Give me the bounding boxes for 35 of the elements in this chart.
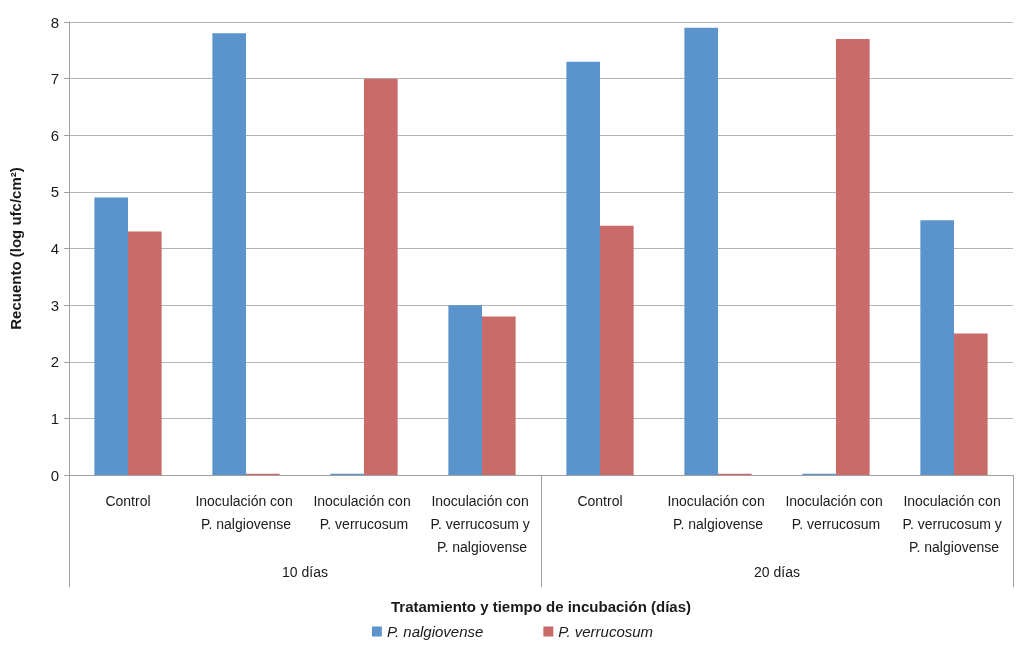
y-tick-label: 3 <box>50 296 59 314</box>
y-tick-label: 1 <box>50 409 59 427</box>
y-tick-label: 8 <box>50 13 59 31</box>
bar <box>566 61 600 475</box>
y-axis-title: Recuento (log ufc/cm²) <box>7 167 24 330</box>
legend-label: P. verrucosum <box>558 623 654 640</box>
x-tick-label: Inoculación con P. nalgiovense <box>667 492 769 532</box>
bar <box>212 33 246 475</box>
text: 10 días <box>282 564 328 580</box>
bar <box>684 27 718 475</box>
x-tick-label: Control <box>577 492 623 509</box>
bar <box>600 225 634 475</box>
y-tick-label: 0 <box>50 466 59 484</box>
bar <box>128 231 162 475</box>
x-tick-label: Control <box>105 492 151 509</box>
bar <box>94 197 128 475</box>
x-tick-label: Inoculación con P. verrucosum <box>785 492 887 532</box>
text: 20 días <box>754 564 800 580</box>
x-tick-label: Inoculación con P. verrucosum <box>313 492 415 532</box>
x-tick-label: Inoculación con P. verrucosum y P. nalgiovense <box>430 492 534 555</box>
bar <box>954 333 988 475</box>
y-tick-label: 6 <box>50 126 59 144</box>
bar <box>836 38 870 475</box>
x-axis-title: Tratamiento y tiempo de incubación (días) <box>390 598 692 615</box>
y-tick-label: 4 <box>50 240 59 257</box>
bar <box>448 305 482 475</box>
x-tick-label: Inoculación con P. nalgiovense <box>195 492 297 532</box>
bar <box>920 220 954 475</box>
x-tick-label: Inoculación con P. verrucosum y P. nalgiovense <box>902 492 1006 555</box>
y-tick-label: 5 <box>50 183 59 201</box>
y-tick-label: 7 <box>50 70 59 88</box>
legend-label: P. nalgiovense <box>386 623 484 640</box>
bar <box>364 78 398 475</box>
y-tick-label: 2 <box>50 353 59 371</box>
bar <box>482 316 516 475</box>
